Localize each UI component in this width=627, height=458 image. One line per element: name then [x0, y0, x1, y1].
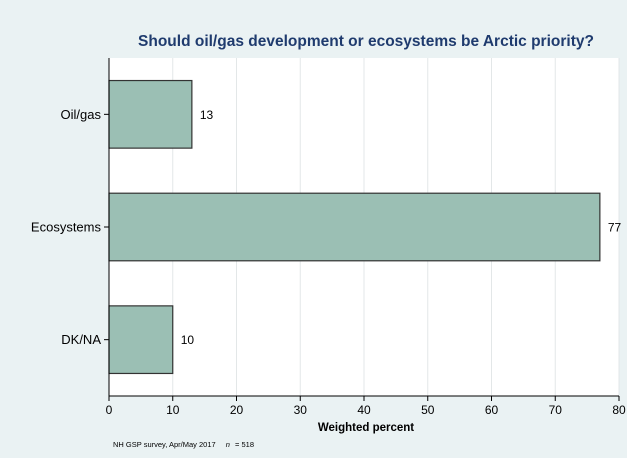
x-tick-label: 20 — [230, 403, 244, 417]
bar — [108, 79, 193, 149]
axis-layer: 0 10 20 30 40 50 60 70 80 Oil/gas Ecosystems DK/NA — [31, 58, 626, 417]
y-tick-label: DK/NA — [61, 332, 101, 347]
x-axis-title: Weighted percent — [318, 422, 414, 434]
x-tick-label: 10 — [166, 403, 180, 417]
bar — [108, 192, 601, 262]
x-tick-label: 30 — [294, 403, 308, 417]
x-tick-label: 70 — [549, 403, 563, 417]
x-tick-label: 0 — [106, 403, 113, 417]
x-tick-label: 80 — [612, 403, 626, 417]
chart-title: Should oil/gas development or ecosystems… — [138, 33, 594, 50]
bar-value-label: 77 — [608, 221, 622, 235]
bar — [108, 305, 174, 375]
x-tick-label: 50 — [421, 403, 435, 417]
bar-value-label: 13 — [200, 108, 214, 122]
x-tick-label: 60 — [485, 403, 499, 417]
x-tick-label: 40 — [357, 403, 371, 417]
y-tick-label: Ecosystems — [31, 220, 102, 235]
footnote-n-label: n — [226, 440, 230, 449]
footnote-n-value: = 518 — [235, 440, 254, 449]
bar-layer: 13 77 10 — [108, 79, 622, 375]
y-tick-label: Oil/gas — [61, 107, 102, 122]
footnote: NH GSP survey, Apr/May 2017 n = 518 — [113, 440, 254, 449]
footnote-source: NH GSP survey, Apr/May 2017 — [113, 440, 216, 449]
bar-value-label: 10 — [181, 333, 195, 347]
